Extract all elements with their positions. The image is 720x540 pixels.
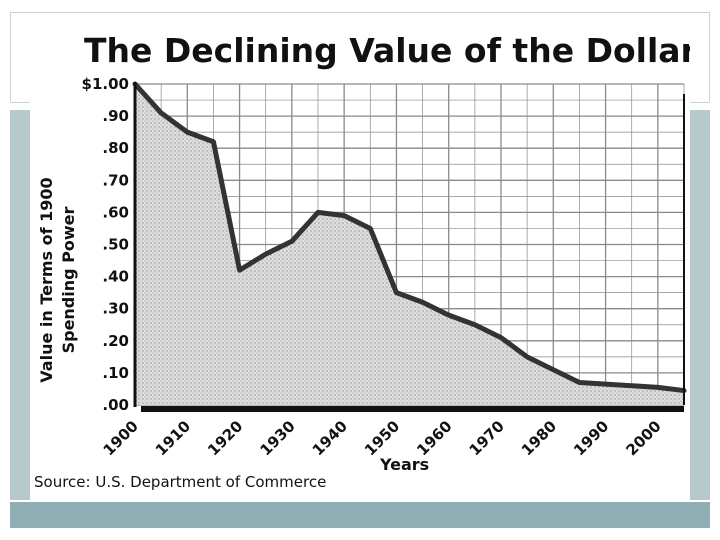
x-tick-label: 1960 — [413, 417, 455, 459]
series-line — [132, 81, 687, 394]
left-frame-line — [10, 12, 11, 102]
x-tick-label: 1980 — [518, 417, 560, 459]
right-frame-line — [709, 12, 710, 102]
x-tick-label: 1900 — [100, 417, 142, 459]
x-tick-label: 1910 — [152, 417, 194, 459]
area-fill — [135, 84, 684, 405]
top-frame-line — [10, 12, 710, 13]
left-band — [10, 110, 30, 500]
right-band — [690, 110, 710, 500]
footer-bar — [10, 502, 710, 528]
y-tick-label: .80 — [102, 139, 129, 157]
source-note: Source: U.S. Department of Commerce — [34, 473, 326, 491]
x-tick-label: 1950 — [361, 417, 403, 459]
y-tick-label: .60 — [102, 203, 129, 221]
x-tick-label: 1930 — [256, 417, 298, 459]
y-tick-label: .10 — [102, 364, 129, 382]
y-axis-label-line2: Spending Power — [59, 206, 78, 353]
y-tick-label: $1.00 — [82, 75, 129, 93]
y-tick-label: .90 — [102, 107, 129, 125]
axes — [133, 82, 685, 412]
y-tick-label: .20 — [102, 332, 129, 350]
x-axis-bar — [141, 406, 684, 412]
y-tick-label: .30 — [102, 300, 129, 318]
y-tick-label: .40 — [102, 268, 129, 286]
x-tick-label: 2000 — [622, 417, 664, 459]
x-tick-label: 1970 — [466, 417, 508, 459]
y-tick-label: .00 — [102, 396, 129, 414]
x-tick-label: 1920 — [204, 417, 246, 459]
x-tick-label: 1940 — [309, 417, 351, 459]
chart-title: The Declining Value of the Dollar — [84, 31, 690, 70]
chart: The Declining Value of the Dollar $1.00.… — [34, 31, 690, 491]
y-tick-labels: $1.00 .90 .80 .70 .60 .50 .40 .30 .20 .10 .00 — [82, 75, 129, 414]
x-tick-labels: 1900 1910 1920 1930 1940 1950 1960 1970 1980 1990… — [100, 417, 665, 459]
y-axis-label: Value in Terms of 1900 Spending Power — [37, 177, 78, 382]
x-tick-label: 1990 — [570, 417, 612, 459]
y-tick-label: .50 — [102, 236, 129, 254]
y-axis-label-line1: Value in Terms of 1900 — [37, 177, 56, 382]
y-tick-label: .70 — [102, 171, 129, 189]
x-axis-label: Years — [379, 455, 429, 474]
chart-card: The Declining Value of the Dollar $1.00.… — [30, 18, 690, 492]
